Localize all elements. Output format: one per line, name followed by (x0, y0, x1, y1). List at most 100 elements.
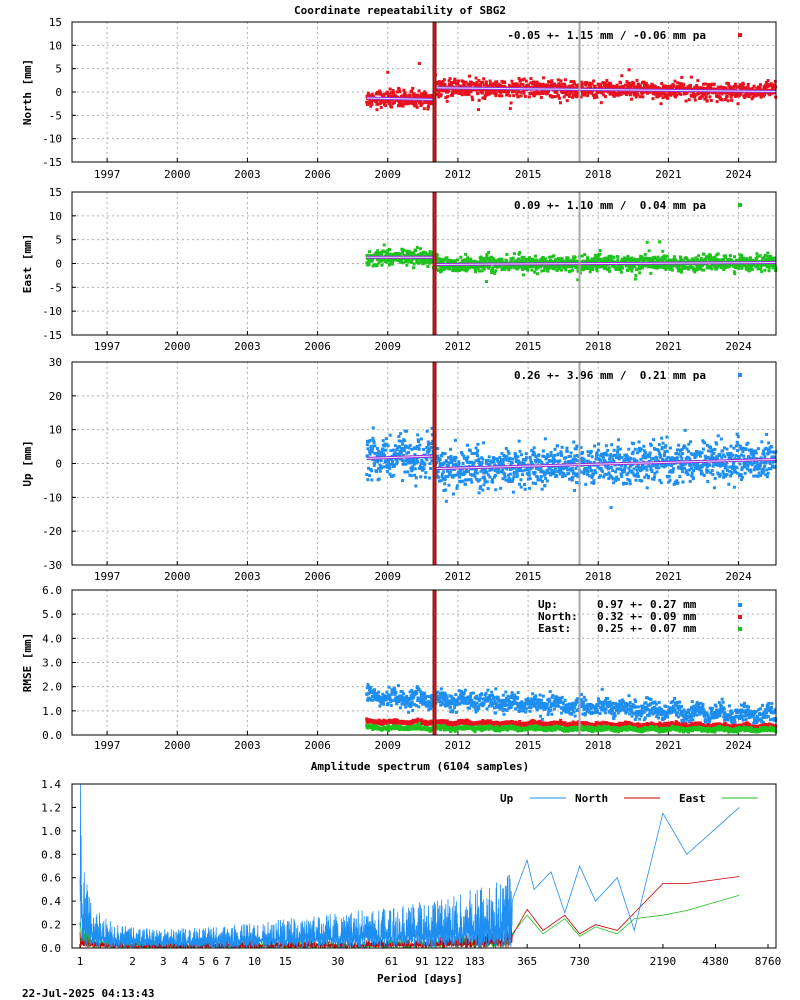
data-point (720, 92, 724, 96)
data-point (659, 455, 663, 459)
data-point (762, 255, 766, 259)
data-point (590, 82, 594, 86)
data-point (575, 444, 579, 448)
data-point (672, 84, 676, 88)
data-point (647, 474, 651, 478)
data-point (453, 458, 457, 462)
data-point (474, 76, 478, 80)
data-point (625, 258, 629, 262)
data-point (391, 448, 395, 452)
data-point (527, 470, 531, 474)
data-point (761, 94, 765, 98)
data-point (459, 472, 463, 476)
data-point (477, 491, 481, 495)
data-point (455, 486, 459, 490)
data-point (712, 263, 716, 267)
data-point (706, 469, 710, 473)
data-point (475, 80, 479, 84)
data-point (439, 464, 443, 468)
east-panel: 1997 2000 2003 2006 2009 2012 2015 2018 2021 2024… (21, 186, 778, 353)
data-point (570, 478, 574, 482)
data-point (597, 442, 601, 446)
data-point (492, 460, 496, 464)
data-point (580, 267, 584, 271)
data-point (430, 426, 434, 430)
data-point (543, 484, 547, 488)
data-point (574, 91, 578, 95)
data-point (467, 469, 471, 473)
data-point (491, 480, 495, 484)
data-point (416, 459, 420, 463)
data-point (607, 471, 611, 475)
data-point (567, 459, 571, 463)
data-point (698, 454, 702, 458)
data-point (389, 704, 393, 708)
data-point (586, 450, 590, 454)
data-point (439, 703, 443, 707)
data-point (489, 91, 493, 95)
data-point (408, 701, 412, 705)
data-point (619, 270, 623, 274)
data-point (468, 84, 472, 88)
legend-marker (738, 373, 742, 377)
data-point (404, 254, 408, 258)
data-point (634, 95, 638, 99)
data-point (446, 474, 450, 478)
data-point (580, 84, 584, 88)
data-point (370, 478, 374, 482)
data-point (417, 261, 421, 265)
data-point (739, 259, 743, 263)
data-point (518, 449, 522, 453)
data-point (511, 490, 515, 494)
data-point (400, 439, 404, 443)
data-point (718, 96, 722, 100)
data-point (579, 446, 583, 450)
data-point (528, 265, 532, 269)
data-point (443, 452, 447, 456)
data-point (448, 470, 452, 474)
data-point (410, 89, 414, 93)
data-point (638, 449, 642, 453)
data-point (680, 457, 684, 461)
data-point (597, 265, 601, 269)
data-point (500, 258, 504, 262)
data-point (519, 265, 523, 269)
data-point (716, 252, 720, 256)
data-point (752, 84, 756, 88)
data-point (584, 91, 588, 95)
data-point (404, 249, 408, 253)
data-point (550, 459, 554, 463)
data-point (681, 451, 685, 455)
data-point (522, 273, 526, 277)
data-point (594, 471, 598, 475)
data-point (656, 459, 660, 463)
data-point (396, 104, 400, 108)
data-point (522, 89, 526, 93)
data-point (585, 459, 589, 463)
data-point (530, 268, 534, 272)
data-point (389, 698, 393, 702)
data-point (508, 472, 512, 476)
stats-annotation: 0.26 +- 3.96 mm / 0.21 mm pa (514, 369, 706, 382)
data-point (543, 259, 547, 263)
data-point (491, 269, 495, 273)
data-point (395, 458, 399, 462)
data-point (618, 81, 622, 85)
data-point (441, 702, 445, 706)
data-point (444, 88, 448, 92)
y-axis-label: North [mm] (21, 59, 34, 125)
data-point (589, 469, 593, 473)
data-point (623, 453, 627, 457)
data-point (382, 258, 386, 262)
data-point (395, 702, 399, 706)
data-point (573, 489, 577, 493)
data-point (370, 258, 374, 262)
data-point (503, 475, 507, 479)
data-point (579, 470, 583, 474)
data-point (731, 467, 735, 471)
x-tick-label: 2012 (445, 168, 472, 181)
data-point (368, 438, 372, 442)
plot-frame (71, 21, 777, 163)
data-point (417, 447, 421, 451)
data-point (600, 452, 604, 456)
